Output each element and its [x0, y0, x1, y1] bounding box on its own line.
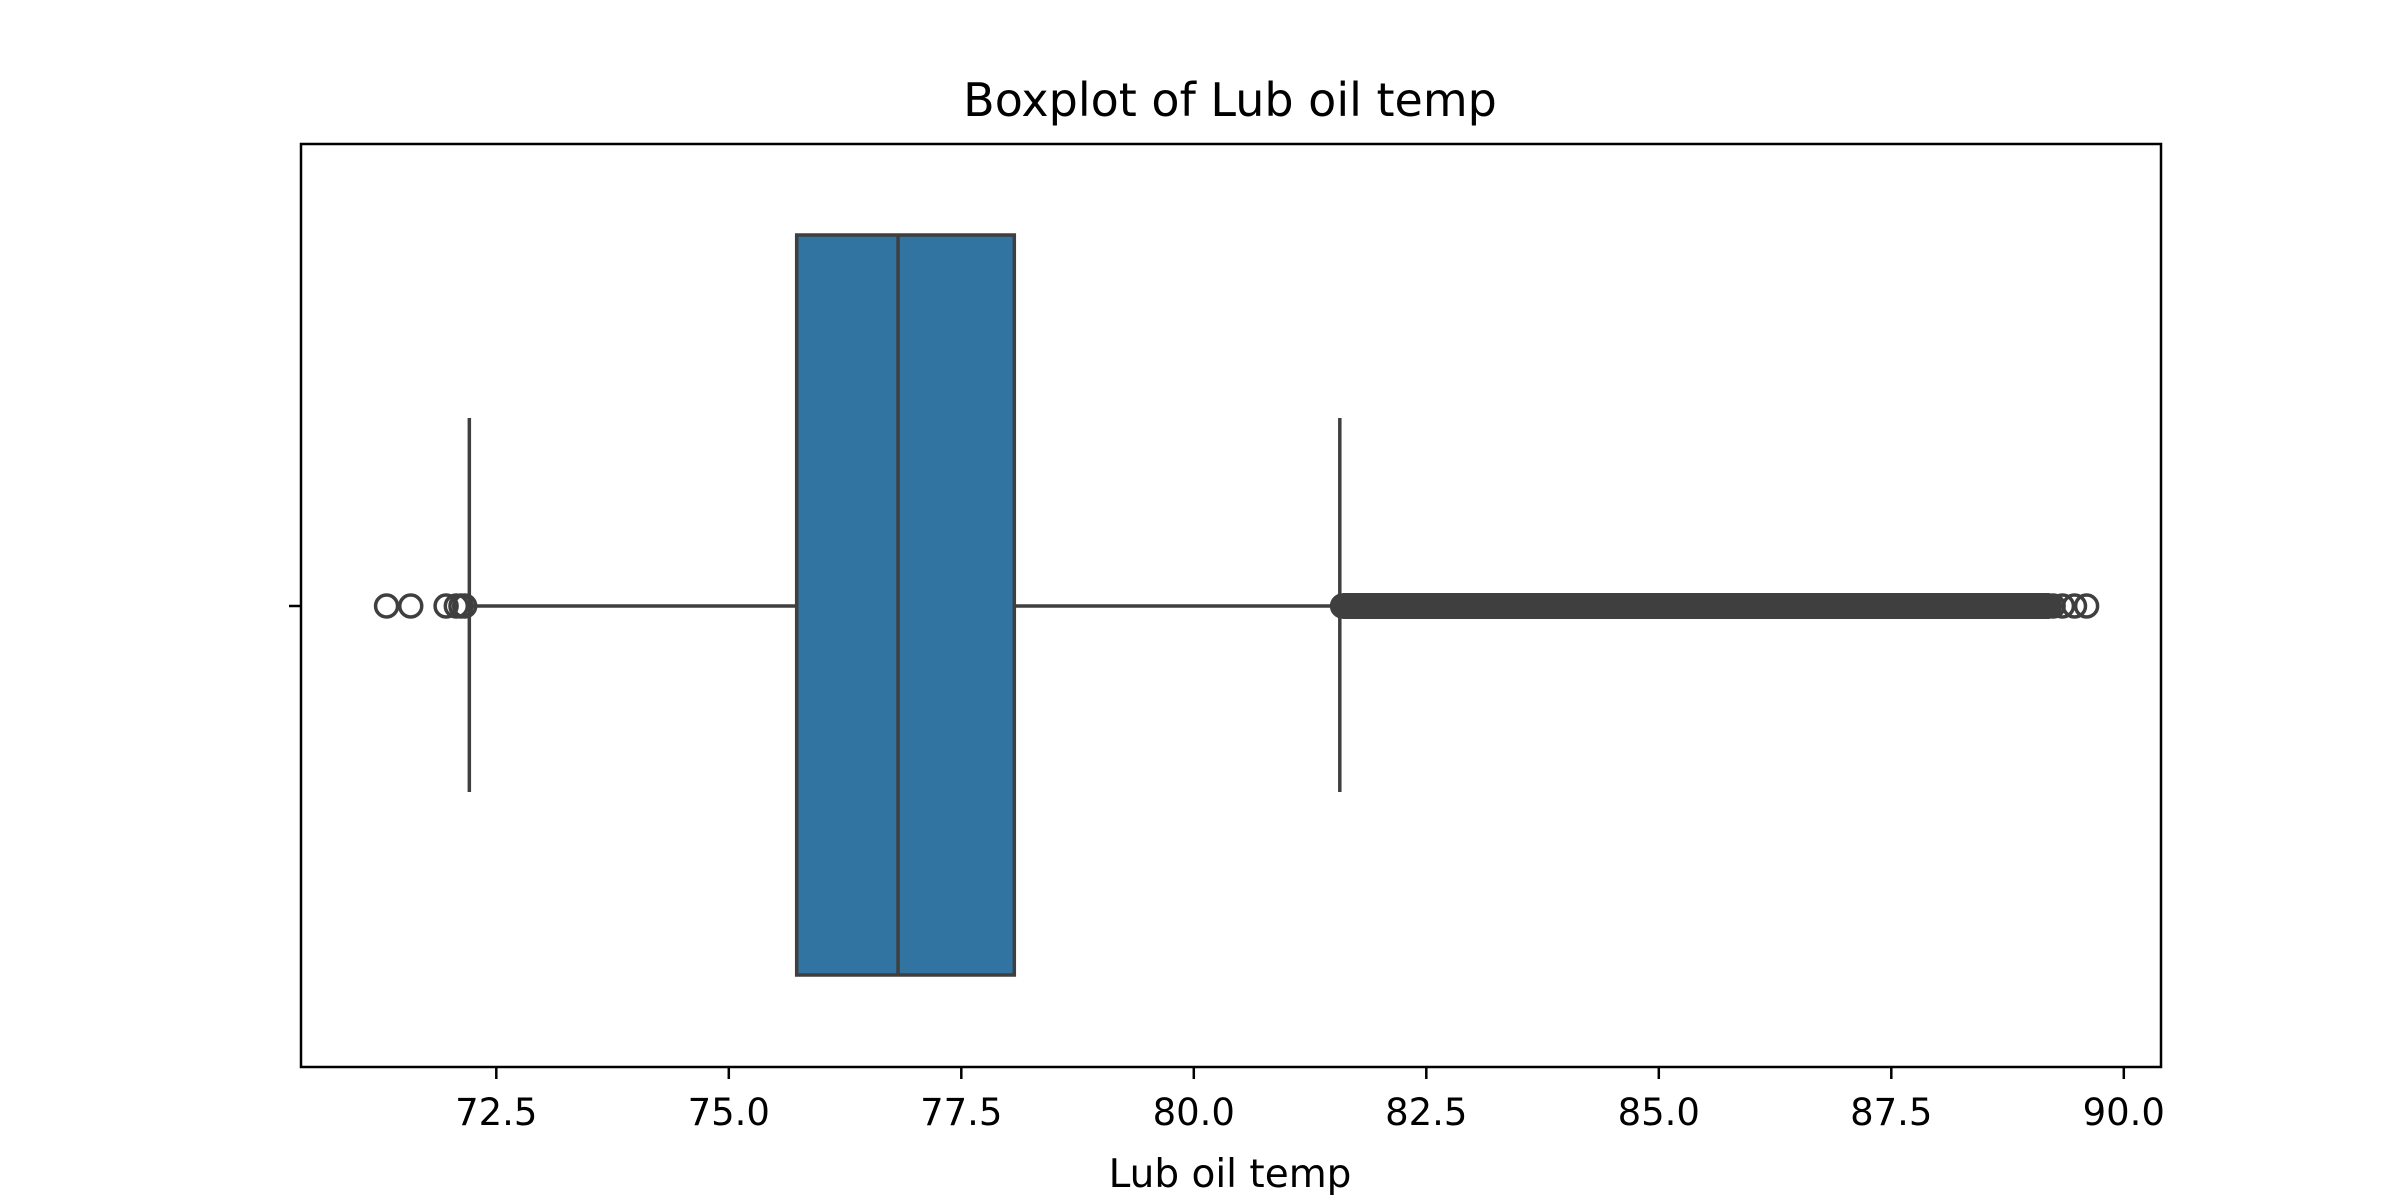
axes-frame	[299, 142, 2163, 1069]
outlier-point	[2049, 593, 2076, 619]
x-axis: 72.5 75.0 77.5 80.0 82.5 85.0 87.5 90.0	[289, 604, 2165, 1134]
x-axis-label: Lub oil temp	[1109, 1152, 1352, 1197]
x-tick-label: 90.0	[2083, 1091, 2165, 1134]
x-tick-label: 82.5	[1385, 1091, 1467, 1134]
outlier-point	[2073, 593, 2100, 619]
iqr-box	[794, 233, 1017, 977]
x-tick-label: 77.5	[920, 1091, 1002, 1134]
x-tick-label: 80.0	[1153, 1091, 1235, 1134]
x-tick-label: 85.0	[1618, 1091, 1700, 1134]
plot-area	[373, 233, 2100, 977]
outlier-point	[397, 593, 424, 619]
outliers-high-dense-band	[1342, 593, 2050, 619]
outlier-point	[373, 593, 400, 619]
chart-title: Boxplot of Lub oil temp	[963, 73, 1497, 127]
x-tick-label: 87.5	[1850, 1091, 1932, 1134]
outlier-point	[451, 593, 478, 619]
x-tick-label: 72.5	[455, 1091, 537, 1134]
x-tick-label: 75.0	[688, 1091, 770, 1134]
outlier-point	[2061, 593, 2088, 619]
outlier-point	[433, 593, 459, 619]
